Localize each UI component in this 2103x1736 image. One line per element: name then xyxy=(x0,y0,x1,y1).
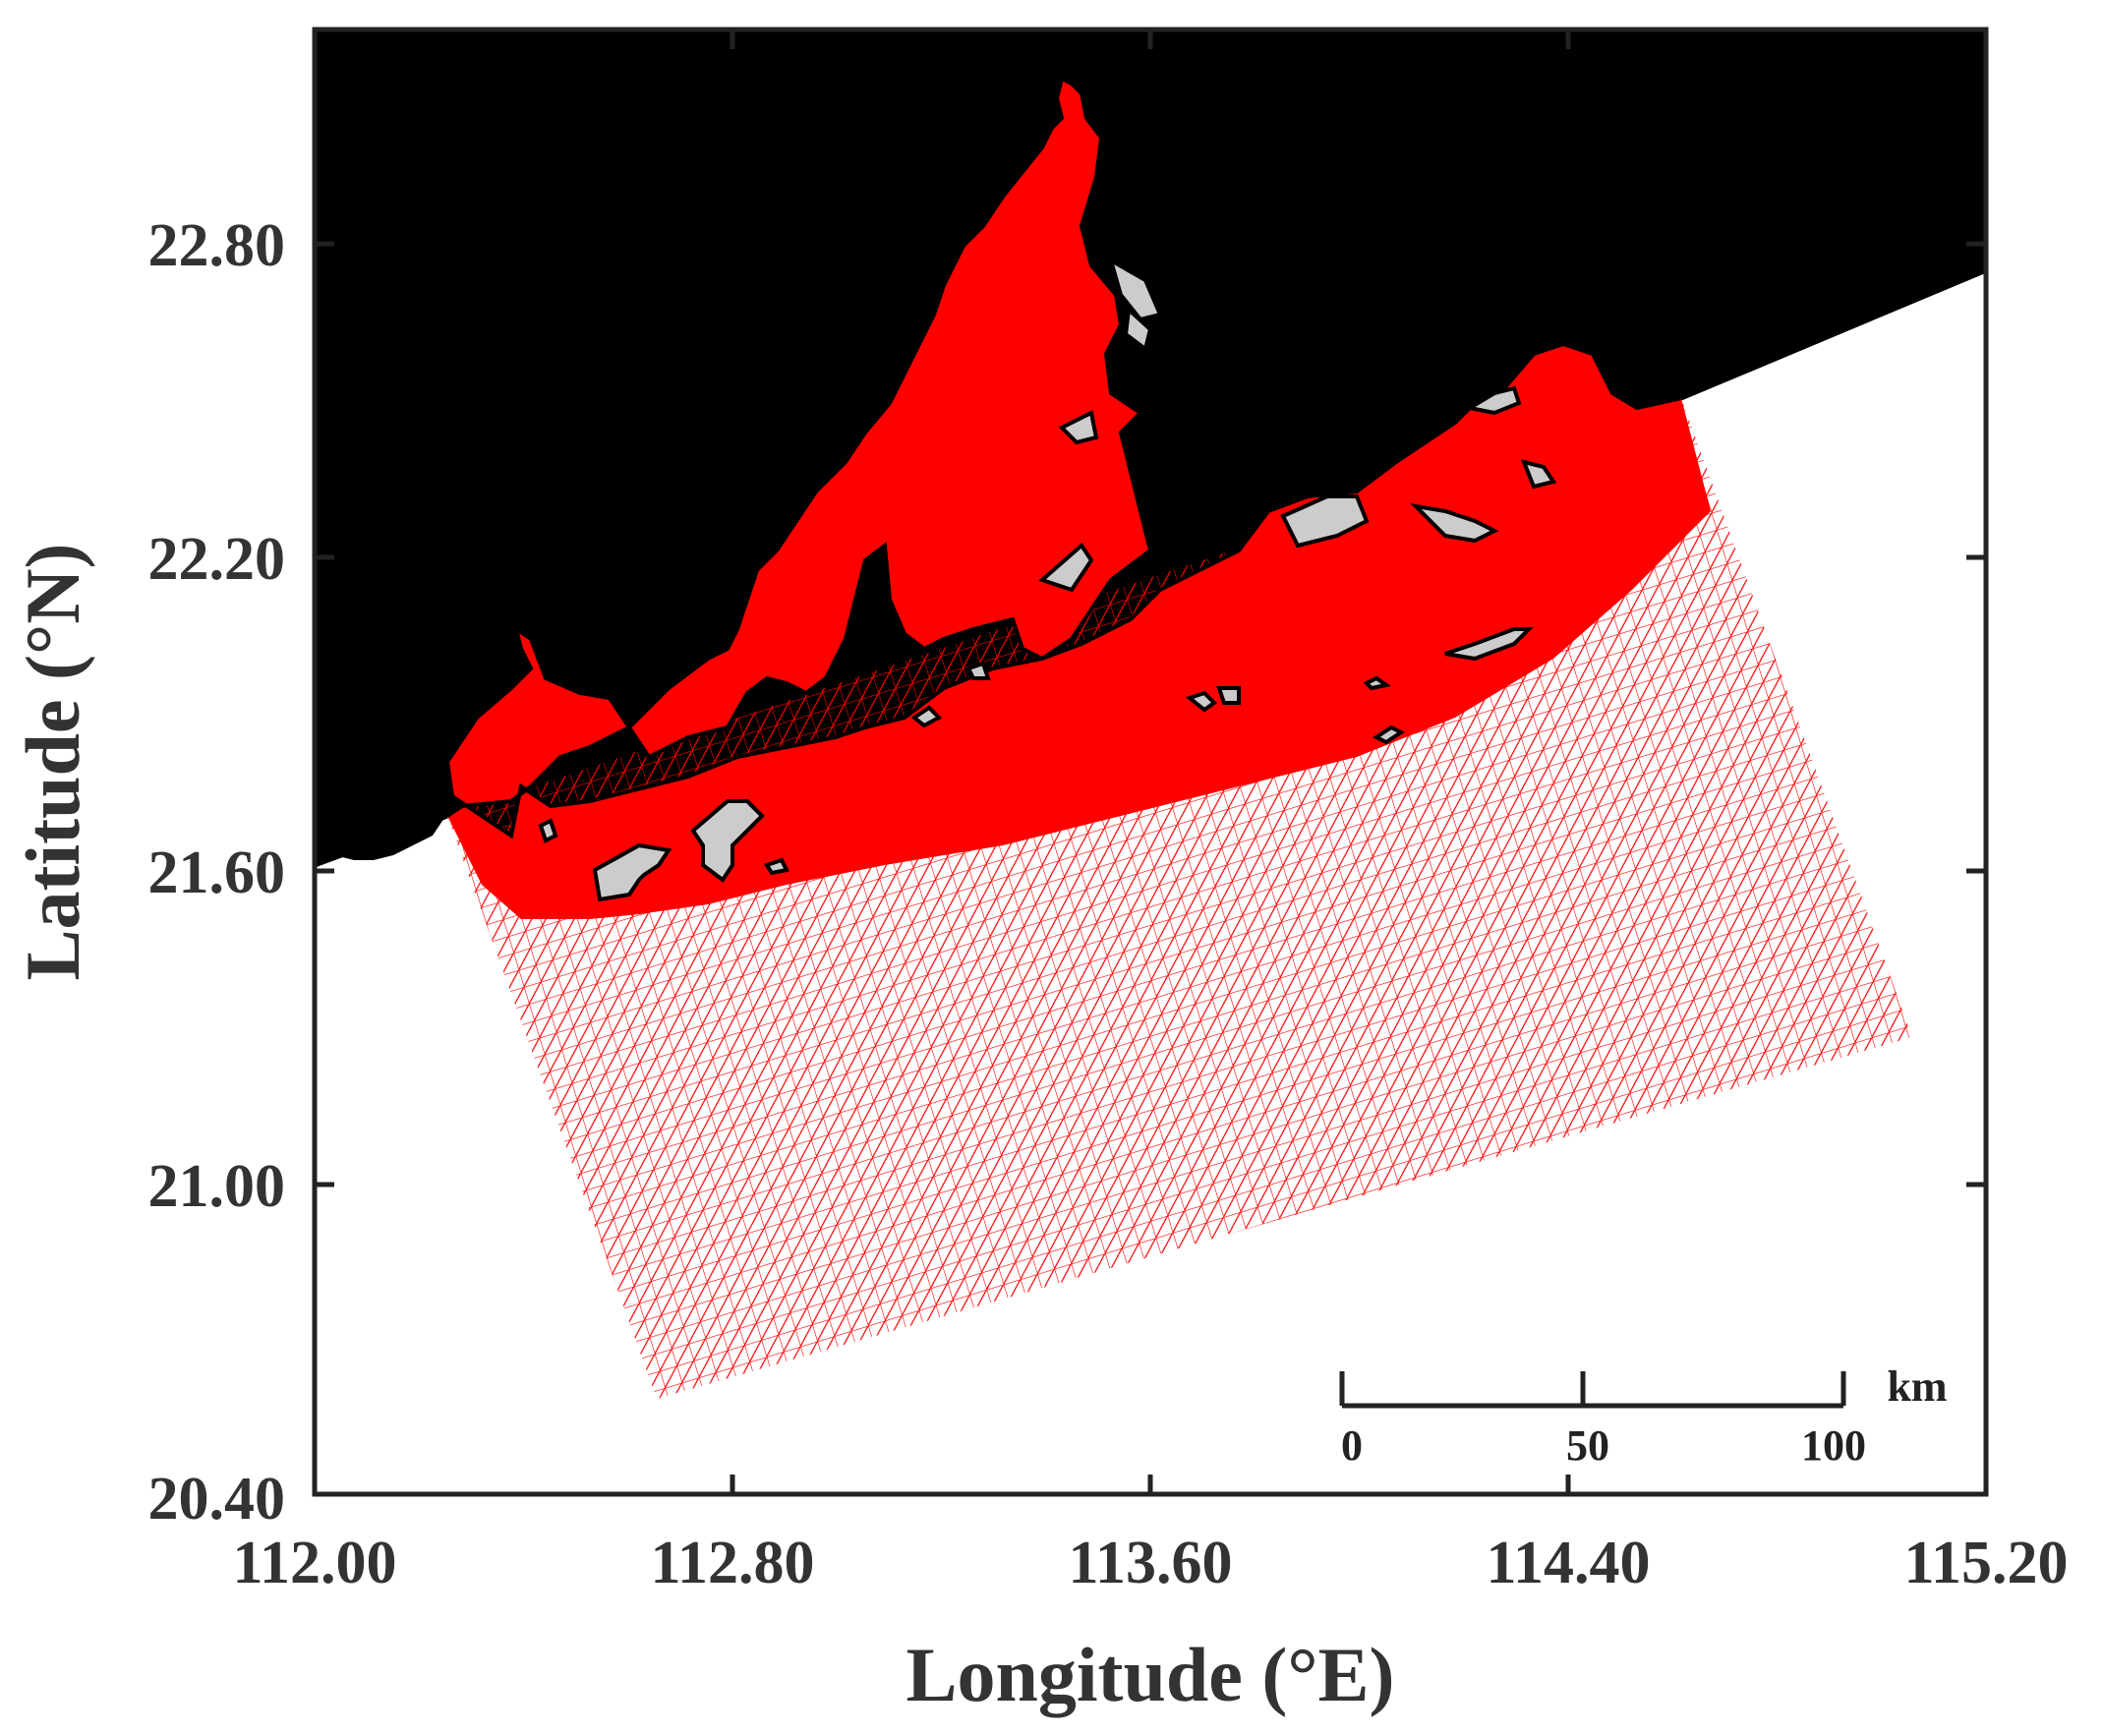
land-area xyxy=(315,29,1986,865)
y-tick-label: 22.20 xyxy=(148,526,286,593)
dense-mesh-zone xyxy=(447,79,1711,919)
scale-bar xyxy=(1339,1371,1846,1409)
x-tick-label: 112.00 xyxy=(232,1530,396,1596)
x-tick-label: 114.40 xyxy=(1486,1530,1650,1596)
x-axis-ticks xyxy=(312,29,1989,1494)
scale-label: 0 xyxy=(1341,1421,1363,1470)
x-tick-label: 115.20 xyxy=(1903,1530,2068,1596)
x-tick-label: 112.80 xyxy=(650,1530,814,1596)
islands xyxy=(538,256,1557,902)
y-tick-label: 22.80 xyxy=(148,212,286,279)
y-axis-title: Latitude (°N) xyxy=(10,544,95,981)
y-tick-label: 21.00 xyxy=(148,1153,286,1220)
scale-label: 100 xyxy=(1801,1421,1866,1470)
coastline-outline xyxy=(444,76,1682,839)
x-tick-label: 113.60 xyxy=(1068,1530,1232,1596)
y-tick-label: 21.60 xyxy=(148,839,286,906)
y-axis-ticks xyxy=(315,241,1986,1187)
coastline xyxy=(315,267,1986,868)
scale-label: 50 xyxy=(1566,1421,1609,1470)
scale-unit: km xyxy=(1887,1362,1947,1411)
y-tick-label: 20.40 xyxy=(148,1466,286,1533)
x-axis-title: Longitude (°E) xyxy=(905,1632,1394,1717)
